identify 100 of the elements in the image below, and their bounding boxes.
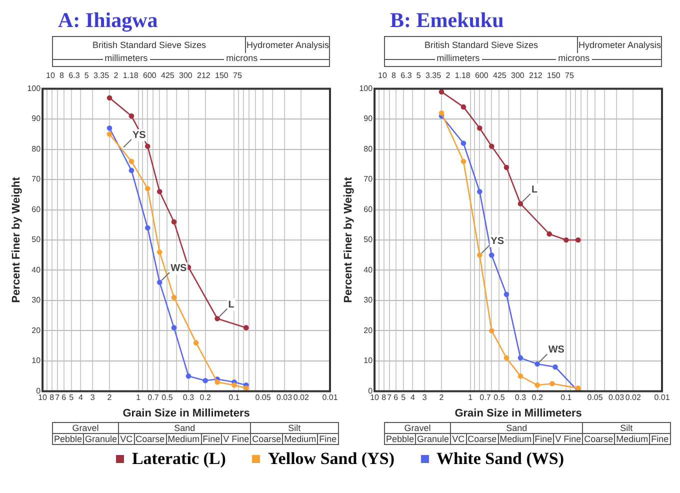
- x-tick-label: 0.2: [532, 393, 544, 402]
- text: 10: [46, 71, 55, 82]
- annotation: L: [228, 299, 234, 310]
- text: Coarse: [466, 434, 498, 444]
- text: 75: [565, 71, 574, 82]
- text: British Standard Sieve Sizes: [385, 37, 578, 53]
- x-tick-label: 1: [468, 393, 474, 402]
- text: V Fine: [222, 434, 251, 444]
- y-tick-label: 40: [364, 265, 374, 274]
- y-axis-title: Percent Finer by Weight: [342, 176, 355, 303]
- text: VC: [118, 434, 134, 444]
- text: Fine: [533, 434, 554, 444]
- x-axis-title: Grain Size in Millimeters: [454, 407, 582, 420]
- text: 150: [215, 71, 228, 82]
- x-tick-label: 0.2: [200, 393, 212, 402]
- text: 212: [529, 71, 542, 82]
- y-tick-label: 60: [32, 204, 42, 214]
- x-tick-label: 3: [422, 393, 428, 402]
- x-tick-label: 0.02: [625, 393, 642, 402]
- text: VC: [450, 434, 466, 444]
- annotation: YS: [132, 130, 146, 142]
- x-tick-label: 0.7: [148, 393, 160, 402]
- text: 6.3: [68, 71, 80, 82]
- y-tick-label: 70: [364, 174, 374, 184]
- y-tick-label: 50: [32, 235, 42, 244]
- text: Coarse: [582, 434, 615, 444]
- text: Granule: [416, 434, 451, 444]
- x-tick-label: 4: [410, 393, 416, 402]
- text: 75: [233, 71, 242, 82]
- legend-label: Lateratic (L): [132, 449, 226, 469]
- text: Silt: [582, 422, 670, 434]
- text: Hydrometer Analysis: [578, 39, 661, 52]
- x-tick-label: 1: [136, 393, 142, 402]
- text: millimeters: [434, 53, 482, 63]
- chart-title: B: Emekuku: [389, 8, 505, 34]
- y-tick-label: 20: [364, 326, 374, 335]
- x-tick-label: 0.03: [608, 393, 625, 402]
- x-tick-label: 0.05: [255, 393, 272, 402]
- text: 3.35: [426, 71, 442, 82]
- text: Granule: [84, 434, 119, 444]
- x-tick-label: 5: [401, 393, 406, 402]
- text: microns: [556, 53, 592, 63]
- y-tick-label: 80: [32, 144, 42, 154]
- x-tick-label: 0.03: [276, 393, 293, 402]
- y-tick-label: 0: [36, 386, 42, 396]
- legend-label: White Sand (WS): [436, 449, 564, 469]
- text: Coarse: [250, 434, 283, 444]
- annotation: YS: [490, 236, 504, 247]
- x-tick-label: 0.05: [587, 393, 604, 402]
- legend-label: Yellow Sand (YS): [268, 449, 394, 469]
- annotation: L: [531, 184, 538, 196]
- x-axis-title: Grain Size in Millimeters: [122, 407, 250, 420]
- y-tick-label: 30: [32, 296, 42, 305]
- x-tick-label: 8: [382, 393, 387, 402]
- text: Gravel: [384, 422, 451, 434]
- text: Pebble: [384, 434, 416, 444]
- text: 2: [114, 71, 118, 82]
- y-tick-label: 80: [364, 144, 374, 154]
- x-tick-label: 0.1: [228, 393, 240, 402]
- x-tick-label: 3: [90, 393, 96, 402]
- x-tick-label: 10: [38, 393, 48, 402]
- text: 10: [378, 71, 387, 82]
- text: Sand: [450, 422, 583, 434]
- y-tick-label: 10: [32, 356, 42, 366]
- x-tick-label: 0.01: [322, 393, 338, 402]
- text: 2: [446, 71, 450, 82]
- text: Silt: [250, 422, 338, 434]
- x-tick-label: 0.3: [182, 393, 195, 402]
- text: microns: [224, 53, 260, 63]
- x-tick-label: 0.7: [480, 393, 492, 402]
- x-tick-label: 0.5: [162, 393, 174, 402]
- text: 300: [179, 71, 192, 82]
- text: 1.18: [122, 71, 138, 82]
- x-tick-label: 2: [107, 393, 112, 402]
- y-tick-label: 0: [368, 386, 374, 396]
- text: 212: [197, 71, 210, 82]
- x-tick-label: 0.02: [293, 393, 310, 402]
- x-tick-label: 6: [394, 393, 399, 402]
- text: 5: [84, 71, 89, 82]
- text: 6.3: [400, 71, 412, 82]
- text: Fine: [201, 434, 222, 444]
- text: Coarse: [134, 434, 166, 444]
- text: 425: [161, 71, 174, 82]
- x-tick-label: 0.5: [494, 393, 506, 402]
- x-tick-label: 7: [387, 393, 392, 402]
- x-tick-label: 0.3: [514, 393, 527, 402]
- y-tick-label: 100: [359, 84, 374, 94]
- y-tick-label: 10: [364, 356, 374, 366]
- x-tick-label: 0.01: [654, 393, 670, 402]
- annotation: WS: [170, 263, 188, 274]
- text: British Standard Sieve Sizes: [53, 37, 246, 53]
- text: 3.35: [94, 71, 110, 82]
- y-tick-label: 70: [32, 174, 42, 184]
- chart-title: A: Ihiagwa: [57, 8, 159, 34]
- text: 150: [547, 71, 560, 82]
- text: Pebble: [52, 434, 84, 444]
- y-tick-label: 100: [27, 84, 42, 94]
- text: V Fine: [554, 434, 583, 444]
- y-tick-label: 30: [364, 296, 374, 305]
- y-tick-label: 40: [32, 265, 42, 274]
